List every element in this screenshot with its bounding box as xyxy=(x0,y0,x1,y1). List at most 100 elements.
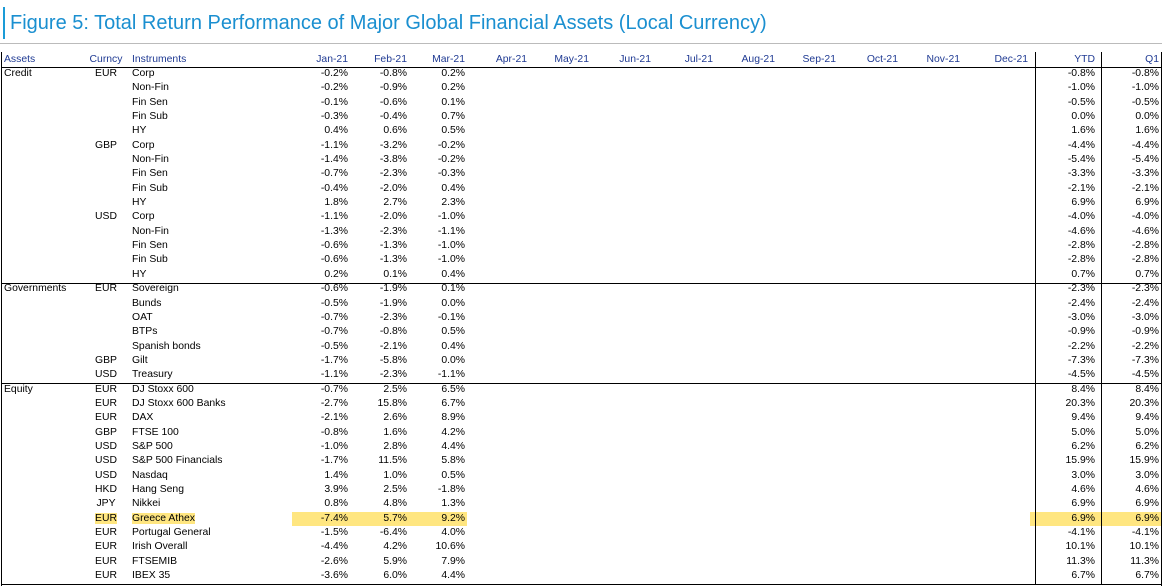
empty-month-cell xyxy=(838,325,900,339)
empty-month-cell xyxy=(529,124,591,138)
empty-month-cell xyxy=(591,225,653,239)
empty-month-cell xyxy=(529,297,591,311)
currency-cell xyxy=(82,182,130,196)
empty-month-cell xyxy=(467,411,529,425)
empty-month-cell xyxy=(962,555,1030,569)
empty-month-cell xyxy=(838,210,900,224)
mar-value: 0.4% xyxy=(441,182,465,194)
empty-month-cell xyxy=(838,96,900,110)
empty-month-cell xyxy=(715,354,777,368)
instrument-cell: Fin Sen xyxy=(132,168,168,180)
empty-month-cell xyxy=(653,167,715,181)
performance-table: Assets Curncy Instruments Jan-21 Feb-21 … xyxy=(2,53,1161,583)
currency-cell: EUR xyxy=(95,397,117,409)
empty-month-cell xyxy=(591,253,653,267)
asset-cell xyxy=(2,182,82,196)
empty-month-cell xyxy=(529,282,591,296)
ytd-value: 6.9% xyxy=(1071,197,1095,209)
empty-month-cell xyxy=(591,210,653,224)
mar-value: 4.0% xyxy=(441,527,465,538)
empty-month-cell xyxy=(653,426,715,440)
table-row: GBP Gilt -1.7% -5.8% 0.0% -7.3% -7.3% xyxy=(2,354,1161,368)
mar-value: 6.5% xyxy=(441,383,465,395)
empty-month-cell xyxy=(777,555,838,569)
empty-month-cell xyxy=(715,340,777,354)
empty-month-cell xyxy=(591,440,653,454)
empty-month-cell xyxy=(715,526,777,540)
empty-month-cell xyxy=(838,483,900,497)
feb-value: -1.3% xyxy=(379,254,407,266)
instrument-cell: Gilt xyxy=(132,354,148,366)
empty-month-cell xyxy=(653,440,715,454)
empty-month-cell xyxy=(715,196,777,210)
empty-month-cell xyxy=(529,469,591,483)
empty-month-cell xyxy=(653,182,715,196)
currency-cell xyxy=(82,268,130,282)
currency-cell: EUR xyxy=(95,541,117,553)
ytd-value: -2.4% xyxy=(1067,297,1095,309)
empty-month-cell xyxy=(900,426,962,440)
header-month: Oct-21 xyxy=(866,54,898,65)
empty-month-cell xyxy=(777,110,838,124)
asset-cell xyxy=(2,483,82,497)
empty-month-cell xyxy=(900,383,962,397)
empty-month-cell xyxy=(715,239,777,253)
instrument-cell: Fin Sub xyxy=(132,111,168,123)
empty-month-cell xyxy=(467,512,529,526)
mar-value: -1.1% xyxy=(437,225,465,237)
empty-month-cell xyxy=(777,81,838,95)
empty-month-cell xyxy=(529,67,591,81)
ytd-value: -2.2% xyxy=(1067,340,1095,352)
currency-cell: GBP xyxy=(95,354,117,366)
ytd-value: 11.3% xyxy=(1066,555,1095,567)
empty-month-cell xyxy=(653,81,715,95)
currency-cell: USD xyxy=(95,440,117,452)
table-row: HY 1.8% 2.7% 2.3% 6.9% 6.9% xyxy=(2,196,1161,210)
header-month: Jan-21 xyxy=(316,54,348,65)
ytd-value: 9.4% xyxy=(1071,412,1095,424)
currency-cell: GBP xyxy=(95,426,117,438)
asset-cell xyxy=(2,440,82,454)
empty-month-cell xyxy=(962,297,1030,311)
empty-month-cell xyxy=(591,196,653,210)
mar-value: 0.4% xyxy=(441,268,465,280)
empty-month-cell xyxy=(591,411,653,425)
q1-value: -3.0% xyxy=(1131,311,1159,323)
empty-month-cell xyxy=(653,526,715,540)
empty-month-cell xyxy=(838,555,900,569)
empty-month-cell xyxy=(777,182,838,196)
empty-month-cell xyxy=(467,469,529,483)
empty-month-cell xyxy=(653,483,715,497)
instrument-cell: BTPs xyxy=(132,326,158,338)
instrument-cell: Non-Fin xyxy=(132,225,169,237)
asset-cell xyxy=(2,555,82,569)
empty-month-cell xyxy=(838,397,900,411)
feb-value: 2.5% xyxy=(383,483,407,495)
empty-month-cell xyxy=(838,153,900,167)
currency-cell: EUR xyxy=(95,383,117,395)
asset-cell xyxy=(2,368,82,382)
table-row: Fin Sen -0.1% -0.6% 0.1% -0.5% -0.5% xyxy=(2,96,1161,110)
ytd-value: -3.0% xyxy=(1067,311,1095,323)
jan-value: -1.4% xyxy=(320,154,348,166)
empty-month-cell xyxy=(962,397,1030,411)
empty-month-cell xyxy=(529,454,591,468)
empty-month-cell xyxy=(591,354,653,368)
empty-month-cell xyxy=(777,540,838,554)
table-border-bottom xyxy=(1,584,1162,585)
q1-value: 11.3% xyxy=(1130,555,1159,567)
empty-month-cell xyxy=(653,540,715,554)
q1-value: -2.8% xyxy=(1131,240,1159,252)
empty-month-cell xyxy=(838,139,900,153)
empty-month-cell xyxy=(838,268,900,282)
q1-value: 6.9% xyxy=(1097,511,1161,526)
q1-value: -3.3% xyxy=(1131,168,1159,180)
jan-value: -0.2% xyxy=(320,82,348,94)
empty-month-cell xyxy=(838,253,900,267)
table-row: OAT -0.7% -2.3% -0.1% -3.0% -3.0% xyxy=(2,311,1161,325)
highlighted-instrument: Greece Athex xyxy=(132,512,195,524)
table-row: USD Corp -1.1% -2.0% -1.0% -4.0% -4.0% xyxy=(2,210,1161,224)
jan-value: -0.8% xyxy=(320,426,348,438)
asset-cell xyxy=(2,297,82,311)
empty-month-cell xyxy=(777,440,838,454)
